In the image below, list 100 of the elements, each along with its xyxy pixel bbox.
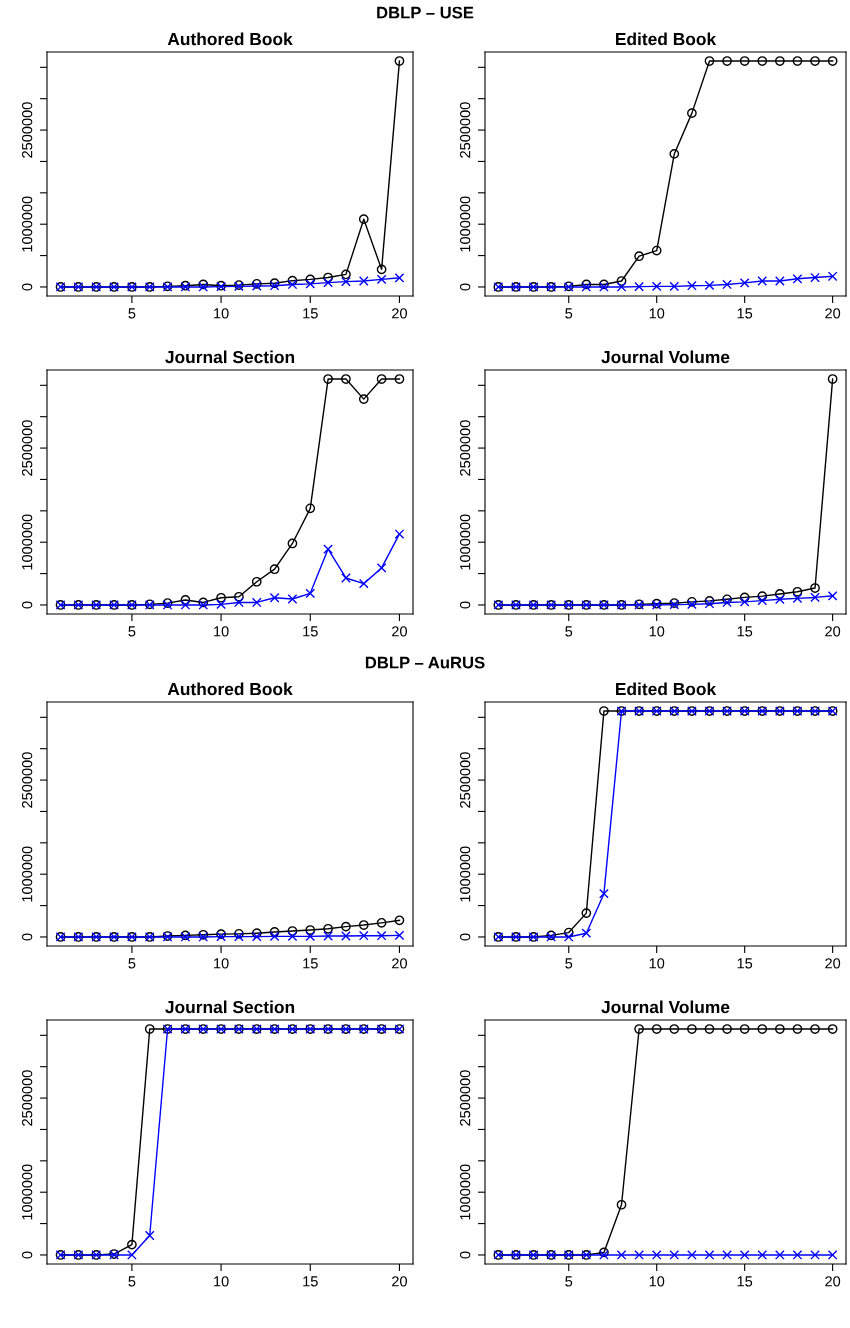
point [216, 599, 226, 610]
y-tick-label: 2500000 [21, 752, 33, 808]
text: DBLP – AuRUS [365, 656, 485, 669]
x-tick-label: 20 [392, 1276, 407, 1287]
point [581, 928, 592, 939]
point [722, 1250, 732, 1260]
x-tick-label: 20 [392, 626, 407, 637]
chart-title: Journal Section [165, 1000, 295, 1014]
point [739, 278, 750, 288]
y-tick-label: 1000000 [21, 196, 33, 252]
point [394, 915, 405, 926]
point [323, 272, 333, 283]
point [792, 1024, 803, 1034]
x-tick-label: 5 [128, 958, 136, 969]
point [757, 276, 768, 286]
point [305, 925, 316, 935]
point [704, 1024, 715, 1034]
point [305, 931, 316, 942]
point [305, 503, 316, 514]
point [251, 576, 262, 587]
point [827, 1024, 838, 1034]
point [757, 1250, 768, 1260]
point [376, 264, 387, 275]
point [216, 592, 226, 603]
point [287, 926, 298, 936]
y-tick-label: 0 [21, 283, 33, 291]
point [774, 56, 785, 66]
y-tick-label: 1000000 [21, 514, 33, 570]
point [305, 588, 316, 599]
point [774, 276, 785, 286]
x-tick-label: 20 [825, 308, 841, 319]
y-tick-label: 0 [21, 1251, 33, 1259]
point [669, 1250, 680, 1260]
point [722, 279, 732, 290]
point [774, 1250, 785, 1260]
chart-title: Journal Section [165, 350, 295, 364]
point [269, 931, 280, 942]
point [394, 529, 405, 539]
x-tick-label: 10 [214, 958, 229, 969]
point [651, 1250, 662, 1260]
x-tick-label: 15 [303, 1276, 318, 1287]
x-tick-label: 15 [737, 1276, 753, 1287]
chart-title: Edited Book [616, 682, 717, 696]
point [634, 1024, 644, 1034]
point [792, 1250, 803, 1260]
point [810, 56, 820, 66]
x-tick-label: 15 [737, 308, 753, 319]
point [757, 56, 768, 66]
point [376, 917, 387, 928]
point [827, 374, 838, 384]
point [827, 56, 838, 66]
x-tick-label: 20 [825, 626, 841, 637]
x-tick-label: 10 [214, 1276, 229, 1287]
point [774, 589, 785, 599]
y-tick-label: 2500000 [459, 420, 471, 476]
point [376, 930, 387, 941]
point [269, 592, 280, 603]
point [810, 592, 820, 603]
point [616, 1250, 627, 1260]
x-tick-label: 15 [737, 958, 753, 969]
x-tick-label: 5 [565, 626, 573, 637]
y-tick-label: 1000000 [21, 846, 33, 902]
text: DBLP – USE [377, 6, 474, 19]
point [704, 1250, 715, 1260]
y-tick-label: 1000000 [459, 1164, 471, 1220]
point [827, 271, 838, 282]
point [251, 597, 262, 608]
point [269, 564, 280, 575]
x-tick-label: 15 [303, 626, 318, 637]
point [323, 374, 333, 384]
point [739, 1024, 750, 1034]
y-tick-label: 1000000 [21, 1164, 33, 1220]
point [358, 930, 369, 941]
point [634, 1250, 644, 1260]
chart-title: Authored Book [167, 32, 293, 46]
point [394, 273, 405, 283]
point [358, 920, 369, 930]
x-tick-label: 15 [303, 958, 318, 969]
x-tick-label: 10 [214, 308, 229, 319]
chart-title: Edited Book [616, 32, 717, 46]
point [305, 278, 316, 289]
x-tick-label: 15 [737, 626, 753, 637]
point [323, 277, 333, 288]
y-tick-label: 2500000 [459, 752, 471, 808]
point [792, 273, 803, 284]
y-tick-label: 0 [21, 601, 33, 609]
x-tick-label: 10 [649, 958, 665, 969]
point [810, 272, 820, 283]
y-tick-label: 0 [21, 933, 33, 941]
y-tick-label: 2500000 [21, 102, 33, 158]
point [358, 394, 369, 404]
point [687, 280, 697, 291]
x-tick-label: 10 [649, 1276, 665, 1287]
point [376, 374, 387, 384]
point [757, 591, 768, 602]
point [757, 1024, 768, 1034]
point [358, 276, 369, 286]
point [669, 281, 680, 292]
point [827, 1250, 838, 1260]
point [687, 108, 697, 118]
